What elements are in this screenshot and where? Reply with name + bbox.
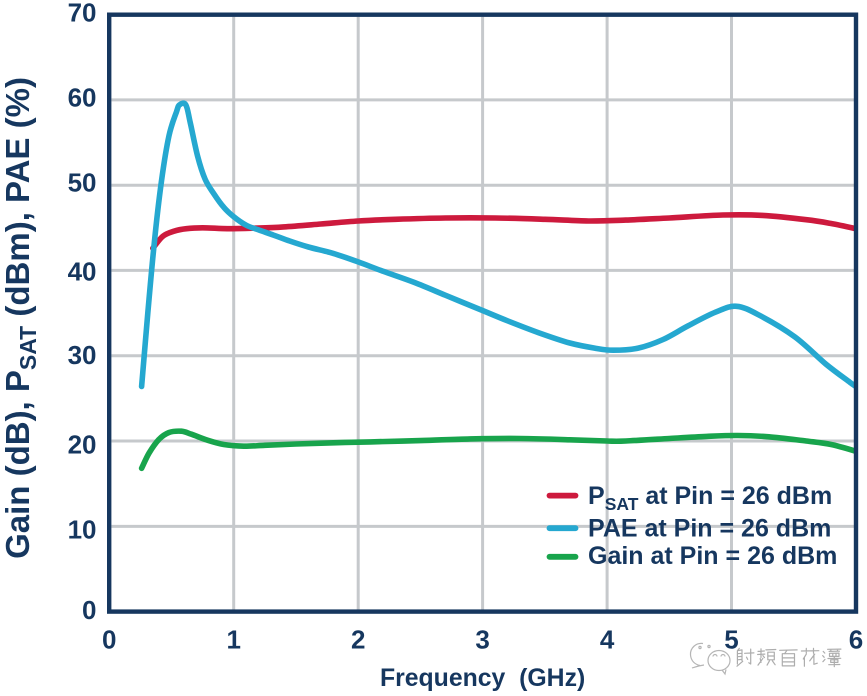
- svg-text:4: 4: [600, 624, 615, 654]
- svg-text:Frequency (GHz): Frequency (GHz): [380, 665, 585, 692]
- svg-text:3: 3: [475, 624, 489, 654]
- svg-text:1: 1: [226, 624, 240, 654]
- svg-text:2: 2: [351, 624, 365, 654]
- svg-text:0: 0: [102, 624, 116, 654]
- svg-text:50: 50: [68, 167, 97, 197]
- svg-text:20: 20: [68, 429, 97, 459]
- svg-text:6: 6: [849, 624, 863, 654]
- svg-text:5: 5: [724, 624, 738, 654]
- svg-text:Gain at Pin = 26 dBm: Gain at Pin = 26 dBm: [588, 542, 837, 570]
- svg-text:Gain (dB), PSAT (dBm), PAE (%): Gain (dB), PSAT (dBm), PAE (%): [0, 77, 41, 559]
- svg-text:PAE at Pin = 26 dBm: PAE at Pin = 26 dBm: [588, 515, 831, 543]
- svg-text:40: 40: [68, 256, 97, 286]
- svg-text:10: 10: [68, 514, 97, 544]
- svg-text:0: 0: [82, 595, 96, 625]
- svg-text:30: 30: [68, 340, 97, 370]
- svg-text:60: 60: [68, 82, 97, 112]
- svg-text:70: 70: [68, 0, 97, 28]
- svg-text:PSAT at Pin = 26 dBm: PSAT at Pin = 26 dBm: [588, 482, 832, 514]
